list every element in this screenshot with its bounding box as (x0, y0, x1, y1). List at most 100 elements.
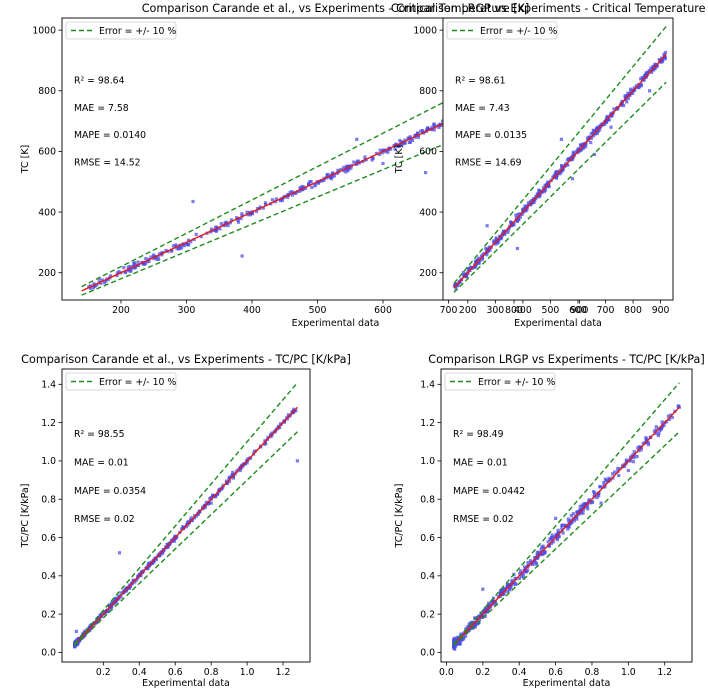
scatter-point (492, 241, 496, 245)
x-tick-label: 500 (542, 305, 560, 316)
scatter-point (96, 619, 100, 623)
scatter-point (646, 443, 651, 447)
scatter-point (589, 136, 593, 140)
scatter-point (569, 514, 573, 518)
scatter-point (506, 230, 510, 234)
scatter-point (481, 587, 485, 591)
scatter-point (662, 423, 666, 427)
scatter-point (546, 540, 550, 544)
scatter-point (290, 410, 294, 414)
scatter-point (467, 267, 471, 271)
y-tick-label: 0.2 (41, 609, 56, 620)
y-tick-label: 800 (38, 86, 56, 97)
scatter-point (280, 198, 284, 202)
scatter-point (157, 252, 162, 256)
scatter-point (489, 603, 493, 607)
scatter-point (432, 128, 436, 132)
scatter-point (578, 148, 582, 152)
scatter-point (165, 542, 169, 547)
scatter-point (420, 129, 425, 133)
scatter-point (556, 528, 560, 532)
scatter-point (590, 500, 594, 505)
x-tick-label: 1.2 (276, 667, 291, 678)
scatter-point (250, 211, 254, 216)
data-layer (452, 382, 681, 651)
scatter-point (238, 468, 242, 473)
scatter-point (290, 190, 294, 194)
x-tick-label: 800 (505, 305, 523, 316)
scatter-point (452, 639, 456, 643)
scatter-point (595, 131, 599, 135)
scatter-point (159, 553, 163, 557)
scatter-point (154, 558, 158, 562)
metric-text: MAPE = 0.0140 (74, 130, 146, 141)
scatter-point (546, 180, 550, 184)
scatter-point (462, 637, 466, 641)
scatter-point (492, 239, 496, 243)
legend: Error = +/- 10 % (65, 21, 177, 40)
scatter-point (528, 559, 533, 563)
scatter-point (566, 527, 570, 531)
scatter-point (477, 614, 481, 618)
scatter-point (455, 638, 459, 642)
scatter-point (453, 647, 457, 651)
scatter-point (370, 158, 374, 162)
metric-text: MAPE = 0.0354 (74, 486, 146, 497)
scatter-point (494, 242, 498, 246)
scatter-point (520, 574, 524, 578)
scatter-point (329, 177, 334, 181)
scatter-point (517, 576, 521, 580)
x-tick-label: 1.2 (657, 667, 672, 678)
scatter-point (548, 537, 552, 541)
y-axis-label: TC [K] (394, 145, 405, 175)
scatter-point (355, 137, 359, 141)
error-line-lower (74, 431, 298, 647)
scatter-point (398, 143, 402, 147)
scatter-point (523, 565, 527, 569)
legend-box (65, 21, 177, 40)
x-tick-label: 400 (514, 305, 532, 316)
scatter-point (515, 246, 519, 251)
scatter-point (657, 58, 661, 62)
scatter-point (585, 505, 589, 509)
scatter-point (349, 166, 353, 170)
scatter-point (639, 77, 643, 81)
scatter-point (631, 460, 635, 464)
scatter-point (253, 449, 257, 453)
scatter-point (581, 511, 585, 515)
scatter-point (485, 224, 489, 228)
scatter-point (131, 579, 135, 583)
scatter-point (342, 165, 346, 169)
scatter-point (491, 599, 495, 603)
metric-text: R² = 98.61 (455, 75, 506, 86)
error-line-lower (453, 431, 680, 647)
scatter-point (264, 442, 268, 446)
scatter-point (384, 150, 388, 154)
error-line-lower (81, 84, 587, 296)
scatter-point (541, 544, 545, 548)
fit-line (453, 406, 680, 646)
scatter-point (235, 216, 239, 220)
scatter-point (604, 479, 608, 483)
scatter-point (256, 207, 260, 211)
scatter-point (108, 274, 113, 278)
scatter-point (667, 417, 672, 421)
metric-text: R² = 98.64 (74, 75, 125, 86)
scatter-point (134, 265, 138, 269)
scatter-point (586, 136, 590, 140)
scatter-point (128, 265, 132, 269)
x-tick-label: 0.8 (204, 667, 219, 678)
scatter-point (492, 602, 496, 606)
scatter-point (227, 479, 231, 483)
scatter-point (393, 147, 397, 151)
scatter-point (629, 87, 633, 91)
scatter-point (123, 270, 127, 274)
scatter-point (266, 435, 270, 439)
scatter-point (616, 466, 620, 471)
chart-title: Comparison LRGP vs Experiments - TC/PC [… (428, 353, 704, 366)
x-tick-label: 600 (569, 305, 587, 316)
scatter-point (575, 517, 579, 521)
scatter-point (88, 284, 92, 288)
scatter-point (506, 227, 510, 231)
scatter-point (592, 491, 597, 495)
